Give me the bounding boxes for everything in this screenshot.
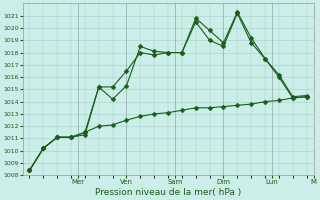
X-axis label: Pression niveau de la mer( hPa ): Pression niveau de la mer( hPa ) <box>95 188 241 197</box>
